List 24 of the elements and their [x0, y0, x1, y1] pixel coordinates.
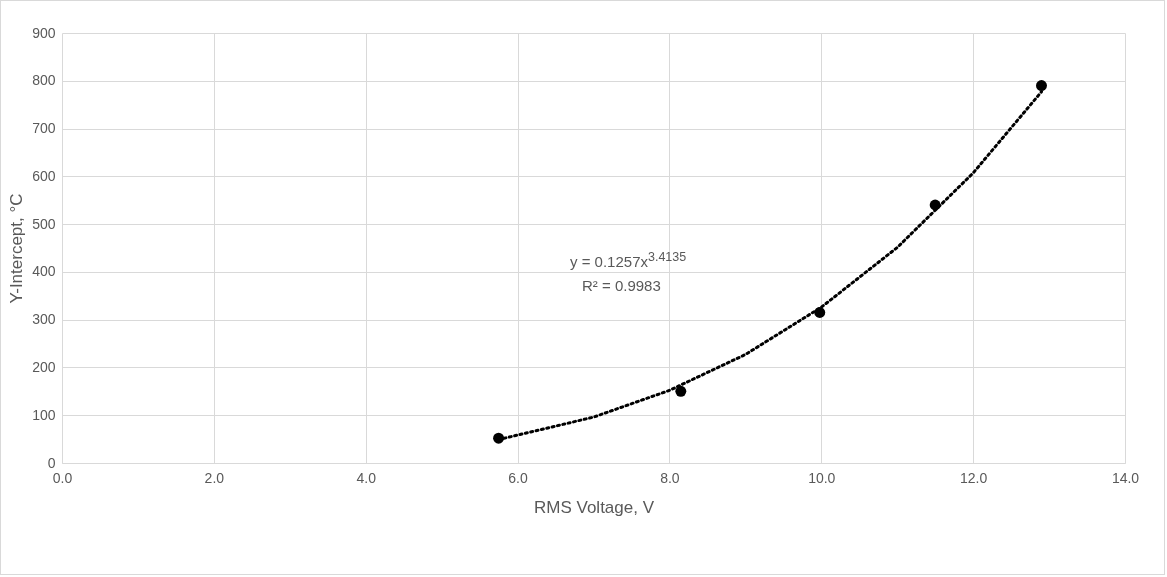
x-axis-title: RMS Voltage, V	[533, 497, 655, 517]
x-tick-label: 14.0	[1111, 469, 1140, 486]
annotation: y = 0.1257x$^{3.4135}$	[570, 250, 687, 270]
y-tick-label: 400	[32, 263, 56, 280]
x-tick-label: 12.0	[960, 469, 988, 486]
x-tick-label: 0.0	[52, 469, 73, 486]
point	[675, 385, 687, 397]
y-tick-label: 0	[47, 454, 56, 471]
y-tick-label: 700	[32, 120, 56, 137]
y-tick-label: 100	[32, 406, 56, 423]
y-axis-title: Y-Intercept, °C	[7, 193, 27, 304]
x-tick-label: 8.0	[660, 469, 680, 486]
point	[1036, 80, 1047, 92]
y-tick-label: 200	[32, 358, 56, 375]
x-tick-label: 10.0	[808, 469, 836, 486]
y-tick-label: 300	[32, 311, 56, 328]
x-tick-label: 4.0	[356, 469, 377, 486]
x-tick-label: 6.0	[508, 469, 529, 486]
y-tick-label: 600	[32, 167, 56, 184]
annotation: R² = 0.9983	[582, 277, 661, 294]
y-tick-label: 900	[32, 24, 56, 41]
y-tick-label: 800	[32, 72, 56, 89]
x-tick-label: 2.0	[204, 469, 225, 486]
y-tick-label: 500	[32, 215, 56, 232]
